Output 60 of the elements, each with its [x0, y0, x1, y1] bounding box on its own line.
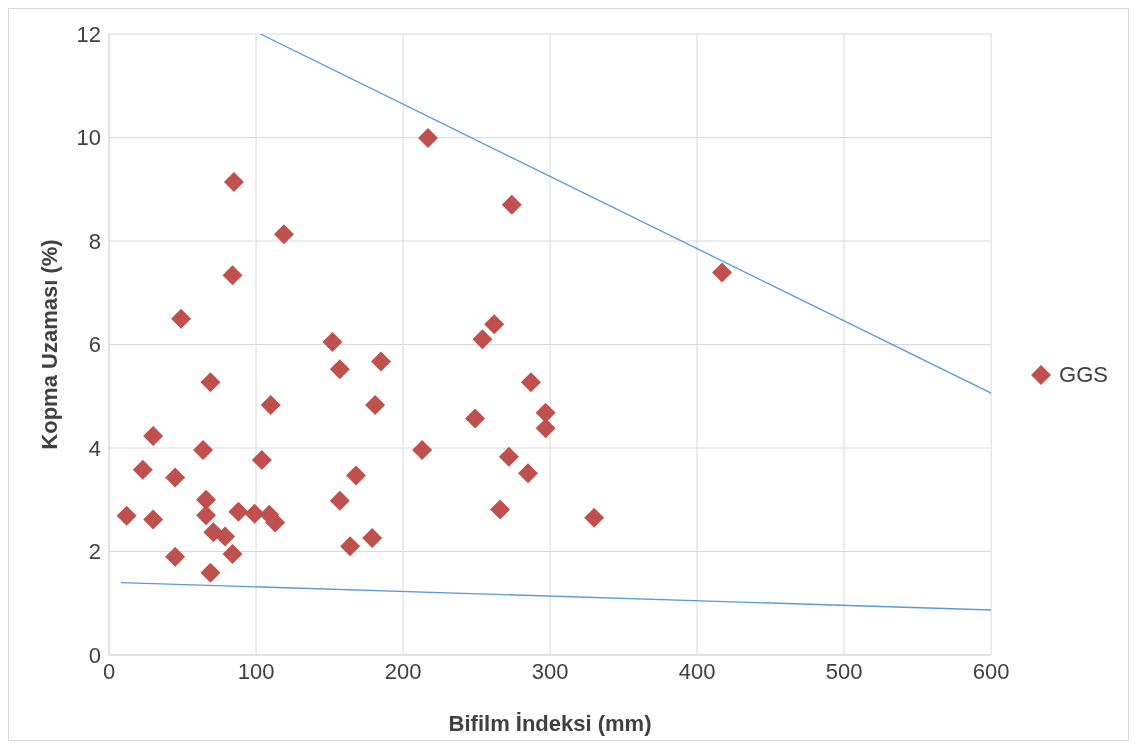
point [501, 194, 522, 215]
point [273, 224, 294, 245]
point [116, 505, 137, 526]
point [329, 490, 350, 511]
point [132, 459, 153, 480]
y-tick-label: 12 [76, 21, 101, 47]
point [535, 418, 556, 439]
point [265, 512, 286, 533]
point [143, 509, 164, 530]
point [251, 449, 272, 470]
point [228, 501, 249, 522]
point [244, 503, 265, 524]
point [584, 507, 605, 528]
point [222, 544, 243, 565]
point [345, 465, 366, 486]
point [171, 308, 192, 329]
point [365, 395, 386, 416]
y-tick-label: 10 [76, 125, 101, 151]
point [193, 440, 214, 461]
point [260, 395, 281, 416]
x-tick-label: 500 [825, 658, 863, 684]
point [143, 426, 164, 447]
y-tick-label: 8 [88, 228, 101, 254]
point [200, 372, 221, 393]
x-axis-title: Bifilm İndeksi (mm) [448, 710, 652, 736]
point [322, 331, 343, 352]
x-tick-label: 400 [678, 658, 716, 684]
y-tick-label: 0 [88, 642, 101, 668]
y-tick-label: 2 [88, 539, 101, 565]
point [362, 528, 383, 549]
legend-label: GGS [1059, 361, 1108, 388]
x-tick-label: 300 [531, 658, 569, 684]
point [165, 546, 186, 567]
point [484, 314, 505, 335]
point [196, 505, 217, 526]
point [472, 329, 493, 350]
y-tick-label: 4 [88, 435, 101, 461]
point [535, 402, 556, 423]
point [412, 440, 433, 461]
point [370, 351, 391, 372]
point [490, 499, 511, 520]
x-tick-label: 600 [972, 658, 1010, 684]
point [465, 408, 486, 429]
point [222, 265, 243, 286]
point [418, 128, 439, 149]
point [498, 446, 519, 467]
point [200, 562, 221, 583]
y-tick-label: 6 [88, 332, 101, 358]
point [215, 526, 236, 547]
point [223, 172, 244, 192]
y-axis-title: Kopma Uzaması (%) [36, 239, 62, 450]
point [340, 536, 361, 557]
point [517, 463, 538, 484]
point [520, 372, 541, 393]
point [196, 489, 217, 510]
point [165, 467, 186, 488]
x-tick-label: 200 [384, 658, 422, 684]
point [712, 262, 733, 283]
x-tick-label: 100 [237, 658, 275, 684]
point [329, 359, 350, 380]
